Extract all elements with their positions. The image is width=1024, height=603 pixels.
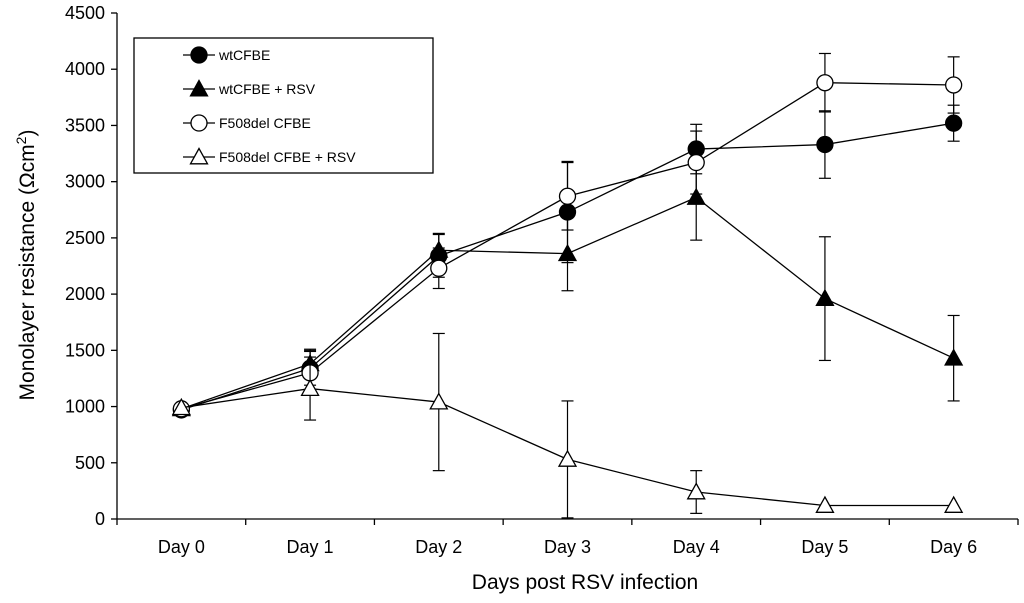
legend-label: wtCFBE + RSV — [218, 81, 316, 97]
y-tick-label: 4500 — [65, 3, 105, 23]
legend-marker — [189, 147, 209, 165]
legend-marker — [190, 46, 208, 64]
data-point — [300, 378, 320, 397]
data-point — [429, 392, 449, 410]
series-2 — [172, 52, 963, 418]
series-layer — [171, 52, 964, 519]
data-point — [686, 482, 706, 500]
x-tick-label: Day 4 — [673, 537, 720, 557]
y-axis-title: Monolayer resistance (Ωcm2) — [13, 130, 39, 401]
y-axis-title-superscript: 2 — [13, 136, 29, 144]
y-axis-title-main: Monolayer resistance (Ωcm — [16, 144, 39, 400]
data-point — [558, 187, 577, 205]
x-tick-label: Day 5 — [801, 537, 848, 557]
data-point — [171, 397, 191, 416]
y-tick-label: 4000 — [65, 59, 105, 79]
x-tick-label: Day 0 — [158, 537, 205, 557]
data-point — [816, 135, 834, 154]
series-3 — [171, 332, 964, 519]
legend-label: F508del CFBE + RSV — [219, 149, 356, 165]
legend-label: F508del CFBE — [219, 115, 311, 131]
y-tick-label: 3500 — [65, 115, 105, 135]
data-point — [815, 288, 835, 307]
data-point — [557, 243, 578, 262]
data-point — [944, 114, 963, 132]
x-tick-labels: Day 0 Day 1 Day 2 Day 3 Day 4 Day 5 Day 6 — [158, 537, 977, 557]
y-tick-label: 1000 — [65, 397, 105, 417]
legend-marker — [189, 79, 209, 97]
legend-box — [133, 37, 434, 174]
y-tick-label: 3000 — [65, 172, 105, 192]
x-tick-label: Day 3 — [544, 537, 591, 557]
data-point — [944, 348, 964, 366]
data-point — [430, 259, 448, 277]
legend-label: wtCFBE — [218, 47, 270, 63]
x-axis-title: Days post RSV infection — [472, 571, 698, 594]
data-point — [557, 449, 578, 467]
y-tick-label: 1500 — [65, 340, 105, 360]
y-tick-labels: 0 500 1000 1500 2000 2500 3000 3500 4000 4500 — [65, 3, 105, 529]
x-tick-label: Day 6 — [930, 537, 977, 557]
data-point — [687, 153, 705, 172]
legend: wtCFBE wtCFBE + RSV F508del CFBE F508del CF… — [133, 37, 434, 174]
axes — [111, 12, 1019, 525]
legend-marker — [190, 114, 208, 132]
data-point — [686, 187, 706, 205]
y-tick-label: 2500 — [65, 228, 105, 248]
y-axis-title-close: ) — [16, 130, 39, 137]
data-point — [816, 74, 834, 92]
y-tick-label: 0 — [95, 509, 105, 529]
x-tick-label: Day 1 — [287, 537, 334, 557]
data-point — [944, 76, 963, 94]
x-tick-label: Day 2 — [415, 537, 462, 557]
data-point — [815, 495, 835, 513]
y-tick-label: 2000 — [65, 284, 105, 304]
y-tick-label: 500 — [75, 453, 105, 473]
data-point — [944, 495, 964, 513]
